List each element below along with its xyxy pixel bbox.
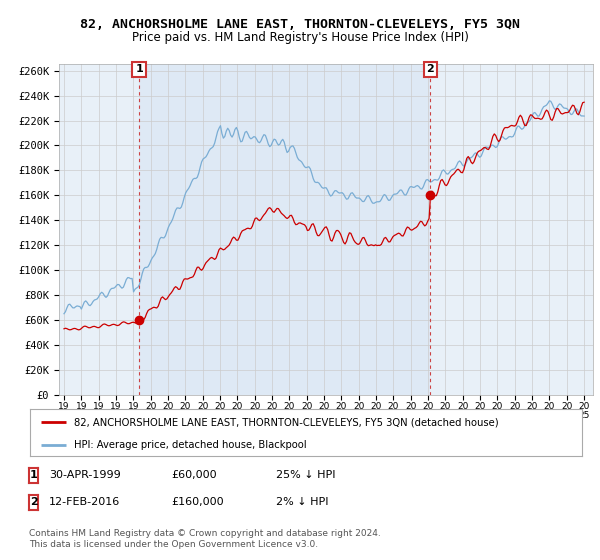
Text: 12-FEB-2016: 12-FEB-2016 bbox=[49, 497, 121, 507]
Text: Price paid vs. HM Land Registry's House Price Index (HPI): Price paid vs. HM Land Registry's House … bbox=[131, 31, 469, 44]
Text: 30-APR-1999: 30-APR-1999 bbox=[49, 470, 121, 480]
Text: 2% ↓ HPI: 2% ↓ HPI bbox=[276, 497, 329, 507]
Text: 82, ANCHORSHOLME LANE EAST, THORNTON-CLEVELEYS, FY5 3QN (detached house): 82, ANCHORSHOLME LANE EAST, THORNTON-CLE… bbox=[74, 417, 499, 427]
Text: £160,000: £160,000 bbox=[171, 497, 224, 507]
Text: 82, ANCHORSHOLME LANE EAST, THORNTON-CLEVELEYS, FY5 3QN: 82, ANCHORSHOLME LANE EAST, THORNTON-CLE… bbox=[80, 18, 520, 31]
Bar bbox=[139, 64, 430, 395]
Text: Contains HM Land Registry data © Crown copyright and database right 2024.
This d: Contains HM Land Registry data © Crown c… bbox=[29, 529, 380, 549]
Text: 2: 2 bbox=[30, 497, 37, 507]
Text: 2: 2 bbox=[426, 64, 434, 74]
Text: £60,000: £60,000 bbox=[171, 470, 217, 480]
Text: 1: 1 bbox=[30, 470, 37, 480]
Text: HPI: Average price, detached house, Blackpool: HPI: Average price, detached house, Blac… bbox=[74, 440, 307, 450]
Text: 1: 1 bbox=[135, 64, 143, 74]
Text: 25% ↓ HPI: 25% ↓ HPI bbox=[276, 470, 335, 480]
